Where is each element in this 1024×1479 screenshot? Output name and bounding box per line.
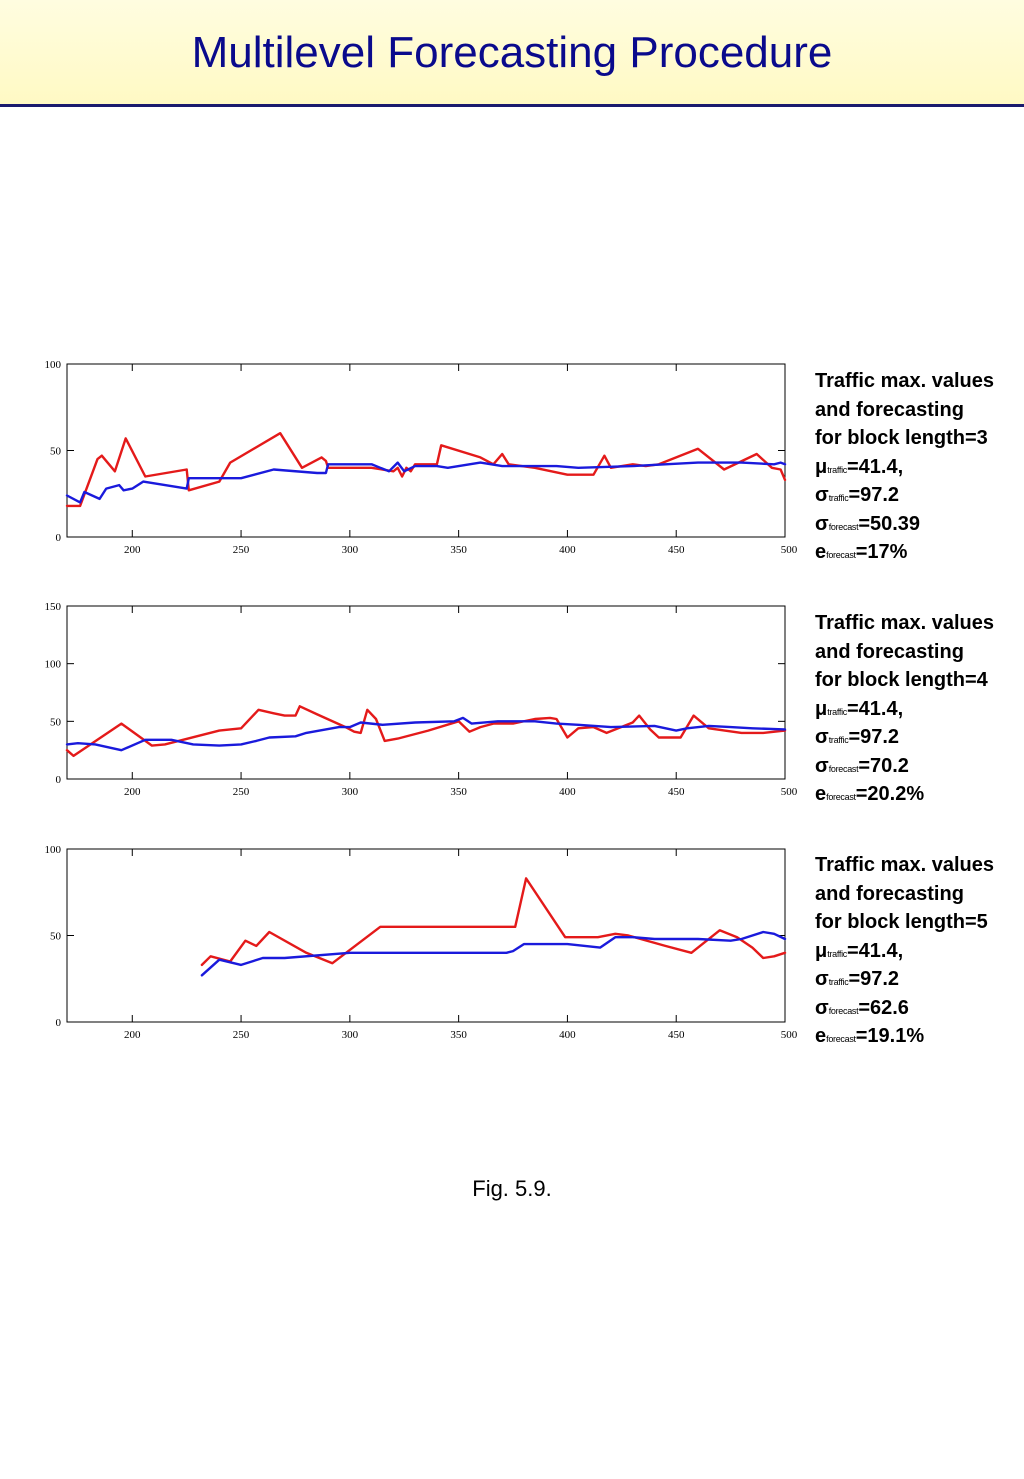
stats-heading-line: and forecasting	[815, 640, 964, 663]
chart-panel-2: 200 250 300 350 400 450 500 0 50 100 150	[45, 601, 798, 798]
y-tick-label: 50	[50, 716, 62, 728]
stats-sigma-traffic: σtraffic=97.2	[815, 726, 900, 748]
y-tick-label: 50	[50, 446, 62, 458]
y-tick-label: 0	[56, 774, 62, 786]
forecast-series-line	[65, 716, 787, 752]
y-tick-label: 0	[56, 532, 62, 544]
x-tick-label: 500	[781, 1029, 798, 1041]
x-tick-label: 400	[559, 1029, 576, 1041]
stats-block-3: Traffic max. values and forecasting for …	[815, 851, 1024, 1051]
x-tick-label: 500	[781, 544, 798, 556]
y-tick-label: 150	[45, 601, 62, 613]
x-tick-label: 450	[668, 786, 685, 798]
chart-panel-1: 200 250 300 350 400 450 500 0 50 100	[45, 359, 798, 556]
title-bar: Multilevel Forecasting Procedure	[0, 0, 1024, 107]
x-tick-label: 200	[124, 786, 141, 798]
plot-frame	[66, 363, 786, 538]
y-tick-label: 100	[45, 359, 62, 371]
x-tick-label: 450	[668, 1029, 685, 1041]
stats-e-forecast: eforecast=17%	[815, 541, 908, 563]
stats-e-forecast: eforecast=19.1%	[815, 1025, 925, 1047]
stats-sigma-forecast: σforecast=50.39	[815, 512, 921, 535]
x-tick-label: 250	[233, 786, 250, 798]
stats-mu-traffic: μtraffic=41.4,	[815, 697, 904, 720]
stats-heading-line: for block length=3	[815, 427, 988, 449]
y-tick-label: 100	[45, 659, 62, 671]
stats-mu-traffic: μtraffic=41.4,	[815, 939, 904, 962]
x-tick-label: 300	[342, 544, 359, 556]
stats-sigma-forecast: σforecast=70.2	[815, 754, 909, 777]
x-tick-label: 250	[233, 1029, 250, 1041]
forecast-series-line	[65, 461, 787, 504]
stats-heading-line: and forecasting	[815, 398, 964, 421]
chart-panel-3: 200 250 300 350 400 450 500 0 50 100	[45, 844, 798, 1041]
stats-mu-traffic: μtraffic=41.4,	[815, 455, 904, 478]
forecast-series-line	[200, 930, 787, 977]
stats-heading-line: Traffic max. values	[815, 370, 994, 392]
stats-heading-line: Traffic max. values	[815, 612, 994, 634]
x-tick-label: 500	[781, 786, 798, 798]
stats-heading-line: for block length=4	[815, 669, 988, 691]
figure-caption: Fig. 5.9.	[472, 1176, 552, 1201]
y-tick-label: 50	[50, 931, 62, 943]
x-tick-label: 300	[342, 786, 359, 798]
plot-frame	[66, 848, 786, 1023]
traffic-series-line	[200, 877, 787, 967]
x-tick-label: 350	[450, 786, 467, 798]
stats-heading-line: and forecasting	[815, 882, 964, 905]
x-tick-label: 200	[124, 544, 141, 556]
x-tick-label: 450	[668, 544, 685, 556]
x-tick-label: 250	[233, 544, 250, 556]
stats-heading-line: Traffic max. values	[815, 854, 994, 876]
x-tick-label: 400	[559, 786, 576, 798]
x-tick-label: 350	[450, 544, 467, 556]
stats-e-forecast: eforecast=20.2%	[815, 783, 925, 805]
stats-block-1: Traffic max. values and forecasting for …	[815, 367, 1024, 567]
stats-sigma-traffic: σtraffic=97.2	[815, 968, 900, 990]
stats-block-2: Traffic max. values and forecasting for …	[815, 609, 1024, 809]
stats-heading-line: for block length=5	[815, 911, 988, 933]
x-tick-label: 350	[450, 1029, 467, 1041]
plot-frame	[66, 605, 786, 780]
y-tick-label: 0	[56, 1017, 62, 1029]
y-tick-label: 100	[45, 844, 62, 856]
x-tick-label: 200	[124, 1029, 141, 1041]
page-title: Multilevel Forecasting Procedure	[191, 28, 833, 77]
x-tick-label: 400	[559, 544, 576, 556]
stats-sigma-forecast: σforecast=62.6	[815, 996, 909, 1019]
stats-sigma-traffic: σtraffic=97.2	[815, 484, 900, 506]
x-tick-label: 300	[342, 1029, 359, 1041]
